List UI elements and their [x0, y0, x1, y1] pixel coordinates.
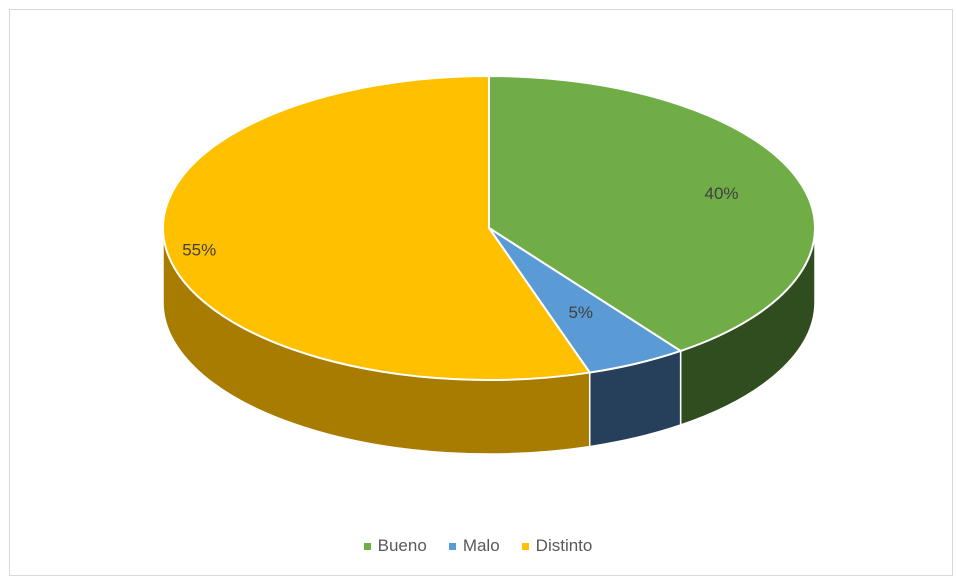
legend-swatch-bueno: [363, 542, 371, 550]
legend-swatch-malo: [448, 542, 456, 550]
pie-slice-distinto: [162, 74, 592, 381]
data-label-bueno: 40%: [705, 184, 739, 203]
legend-label-malo: Malo: [462, 536, 500, 555]
legend-label-bueno: Bueno: [377, 536, 427, 555]
pie-slice-bueno: [488, 74, 816, 353]
legend-item-distinto: Distinto: [521, 536, 593, 556]
data-label-malo: 5%: [568, 303, 593, 322]
legend-item-bueno: Bueno: [363, 536, 427, 556]
data-label-distinto: 55%: [182, 240, 216, 259]
legend: Bueno Malo Distinto: [0, 532, 956, 560]
legend-label-distinto: Distinto: [535, 536, 593, 555]
legend-swatch-distinto: [521, 542, 529, 550]
legend-item-malo: Malo: [448, 536, 500, 556]
